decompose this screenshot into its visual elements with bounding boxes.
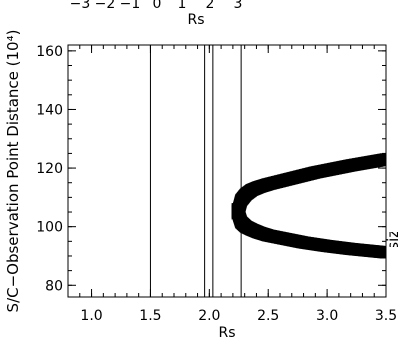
data-points — [231, 153, 386, 259]
x-tick-label: 2.0 — [198, 308, 220, 324]
top-tick-label: 2 — [206, 0, 215, 12]
top-tick-label: −3 — [70, 0, 91, 12]
y-axis-label: S/C−Observation Point Distance (10⁴) — [4, 30, 22, 313]
y-tick-label: 140 — [36, 102, 63, 118]
top-tick-label: 3 — [234, 0, 243, 12]
top-tick-label: −1 — [120, 0, 141, 12]
y-tick-label: 160 — [36, 44, 63, 60]
y-ticks: 80 100 120 140 160 — [36, 44, 386, 294]
x-axis-label: Rs — [218, 325, 235, 341]
top-axis: −3 −2 −1 0 1 2 3 — [70, 0, 243, 12]
top-tick-label: 1 — [178, 0, 187, 12]
right-axis-label: Pixel size (km) — [384, 181, 401, 289]
vertical-lines — [149, 45, 242, 297]
plot-frame — [67, 44, 387, 298]
x-tick-label: 1.5 — [139, 308, 161, 324]
x-tick-label: 1.0 — [80, 308, 102, 324]
y-tick-label: 120 — [36, 161, 63, 177]
top-axis-label: Rs — [187, 12, 204, 28]
y-tick-label: 100 — [36, 220, 63, 236]
top-tick-label: 0 — [153, 0, 162, 12]
x-ticks: 1.0 1.5 2.0 2.5 3.0 3.5 — [79, 45, 397, 324]
data-point — [380, 153, 386, 166]
x-tick-label: 3.5 — [375, 308, 397, 324]
data-point — [231, 203, 244, 216]
x-tick-label: 2.5 — [257, 308, 279, 324]
x-tick-label: 3.0 — [316, 308, 338, 324]
top-tick-label: −2 — [95, 0, 116, 12]
data-point — [380, 246, 386, 259]
y-tick-label: 80 — [45, 278, 63, 294]
